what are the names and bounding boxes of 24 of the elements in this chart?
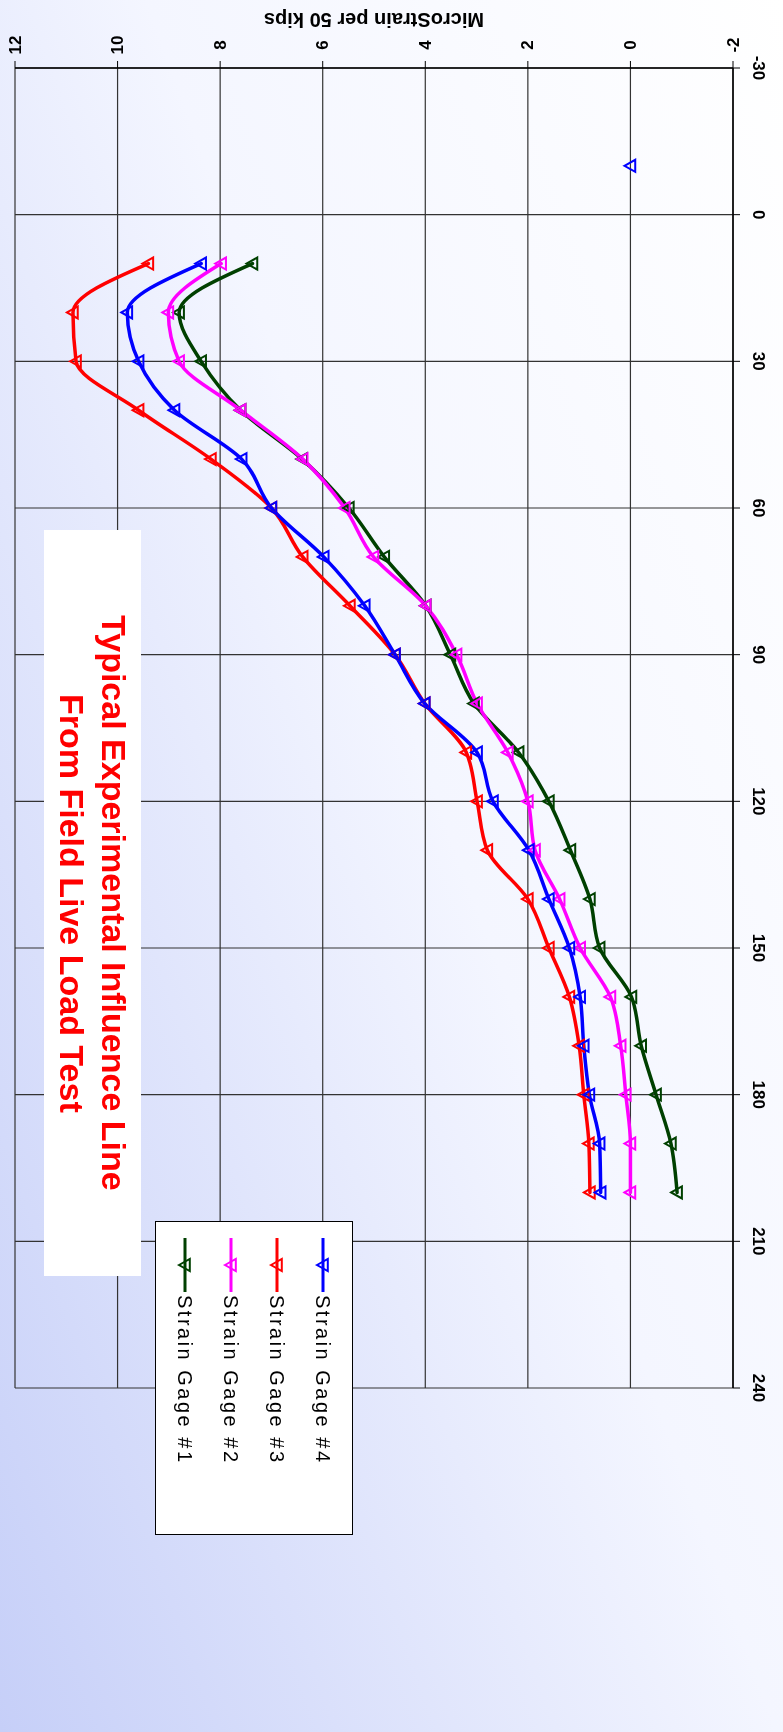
- legend-label: Strain Gage #4: [312, 1295, 334, 1465]
- x-tick-label: 12: [5, 35, 25, 55]
- y-tick-label: 30: [748, 351, 768, 371]
- x-tick-label: 0: [620, 40, 640, 50]
- x-axis-title: MicroStrain per 50 kips: [263, 9, 485, 31]
- y-tick-label: 120: [748, 787, 768, 816]
- y-tick-label: 180: [748, 1080, 768, 1109]
- x-tick-label: -2: [723, 37, 743, 53]
- text-box: Typical Experimental Influence Line From Field Live Load Test: [44, 530, 141, 1276]
- x-tick-label: 4: [415, 39, 435, 50]
- y-tick-label: 240: [748, 1373, 768, 1403]
- y-tick-label: 0: [748, 209, 768, 220]
- legend-label: Strain Gage #1: [174, 1295, 196, 1465]
- y-tick-label: 150: [748, 933, 768, 963]
- y-tick-label: -30: [748, 55, 768, 81]
- y-tick-label: 90: [748, 645, 768, 665]
- x-tick-label: 6: [313, 40, 333, 50]
- y-tick-label: 210: [748, 1227, 768, 1256]
- legend-label: Strain Gage #3: [266, 1295, 288, 1465]
- x-tick-label: 10: [108, 35, 128, 55]
- legend-label: Strain Gage #2: [220, 1295, 242, 1465]
- x-tick-label: 2: [518, 40, 538, 50]
- y-tick-label: 60: [748, 498, 768, 518]
- x-tick-label: 8: [210, 40, 230, 50]
